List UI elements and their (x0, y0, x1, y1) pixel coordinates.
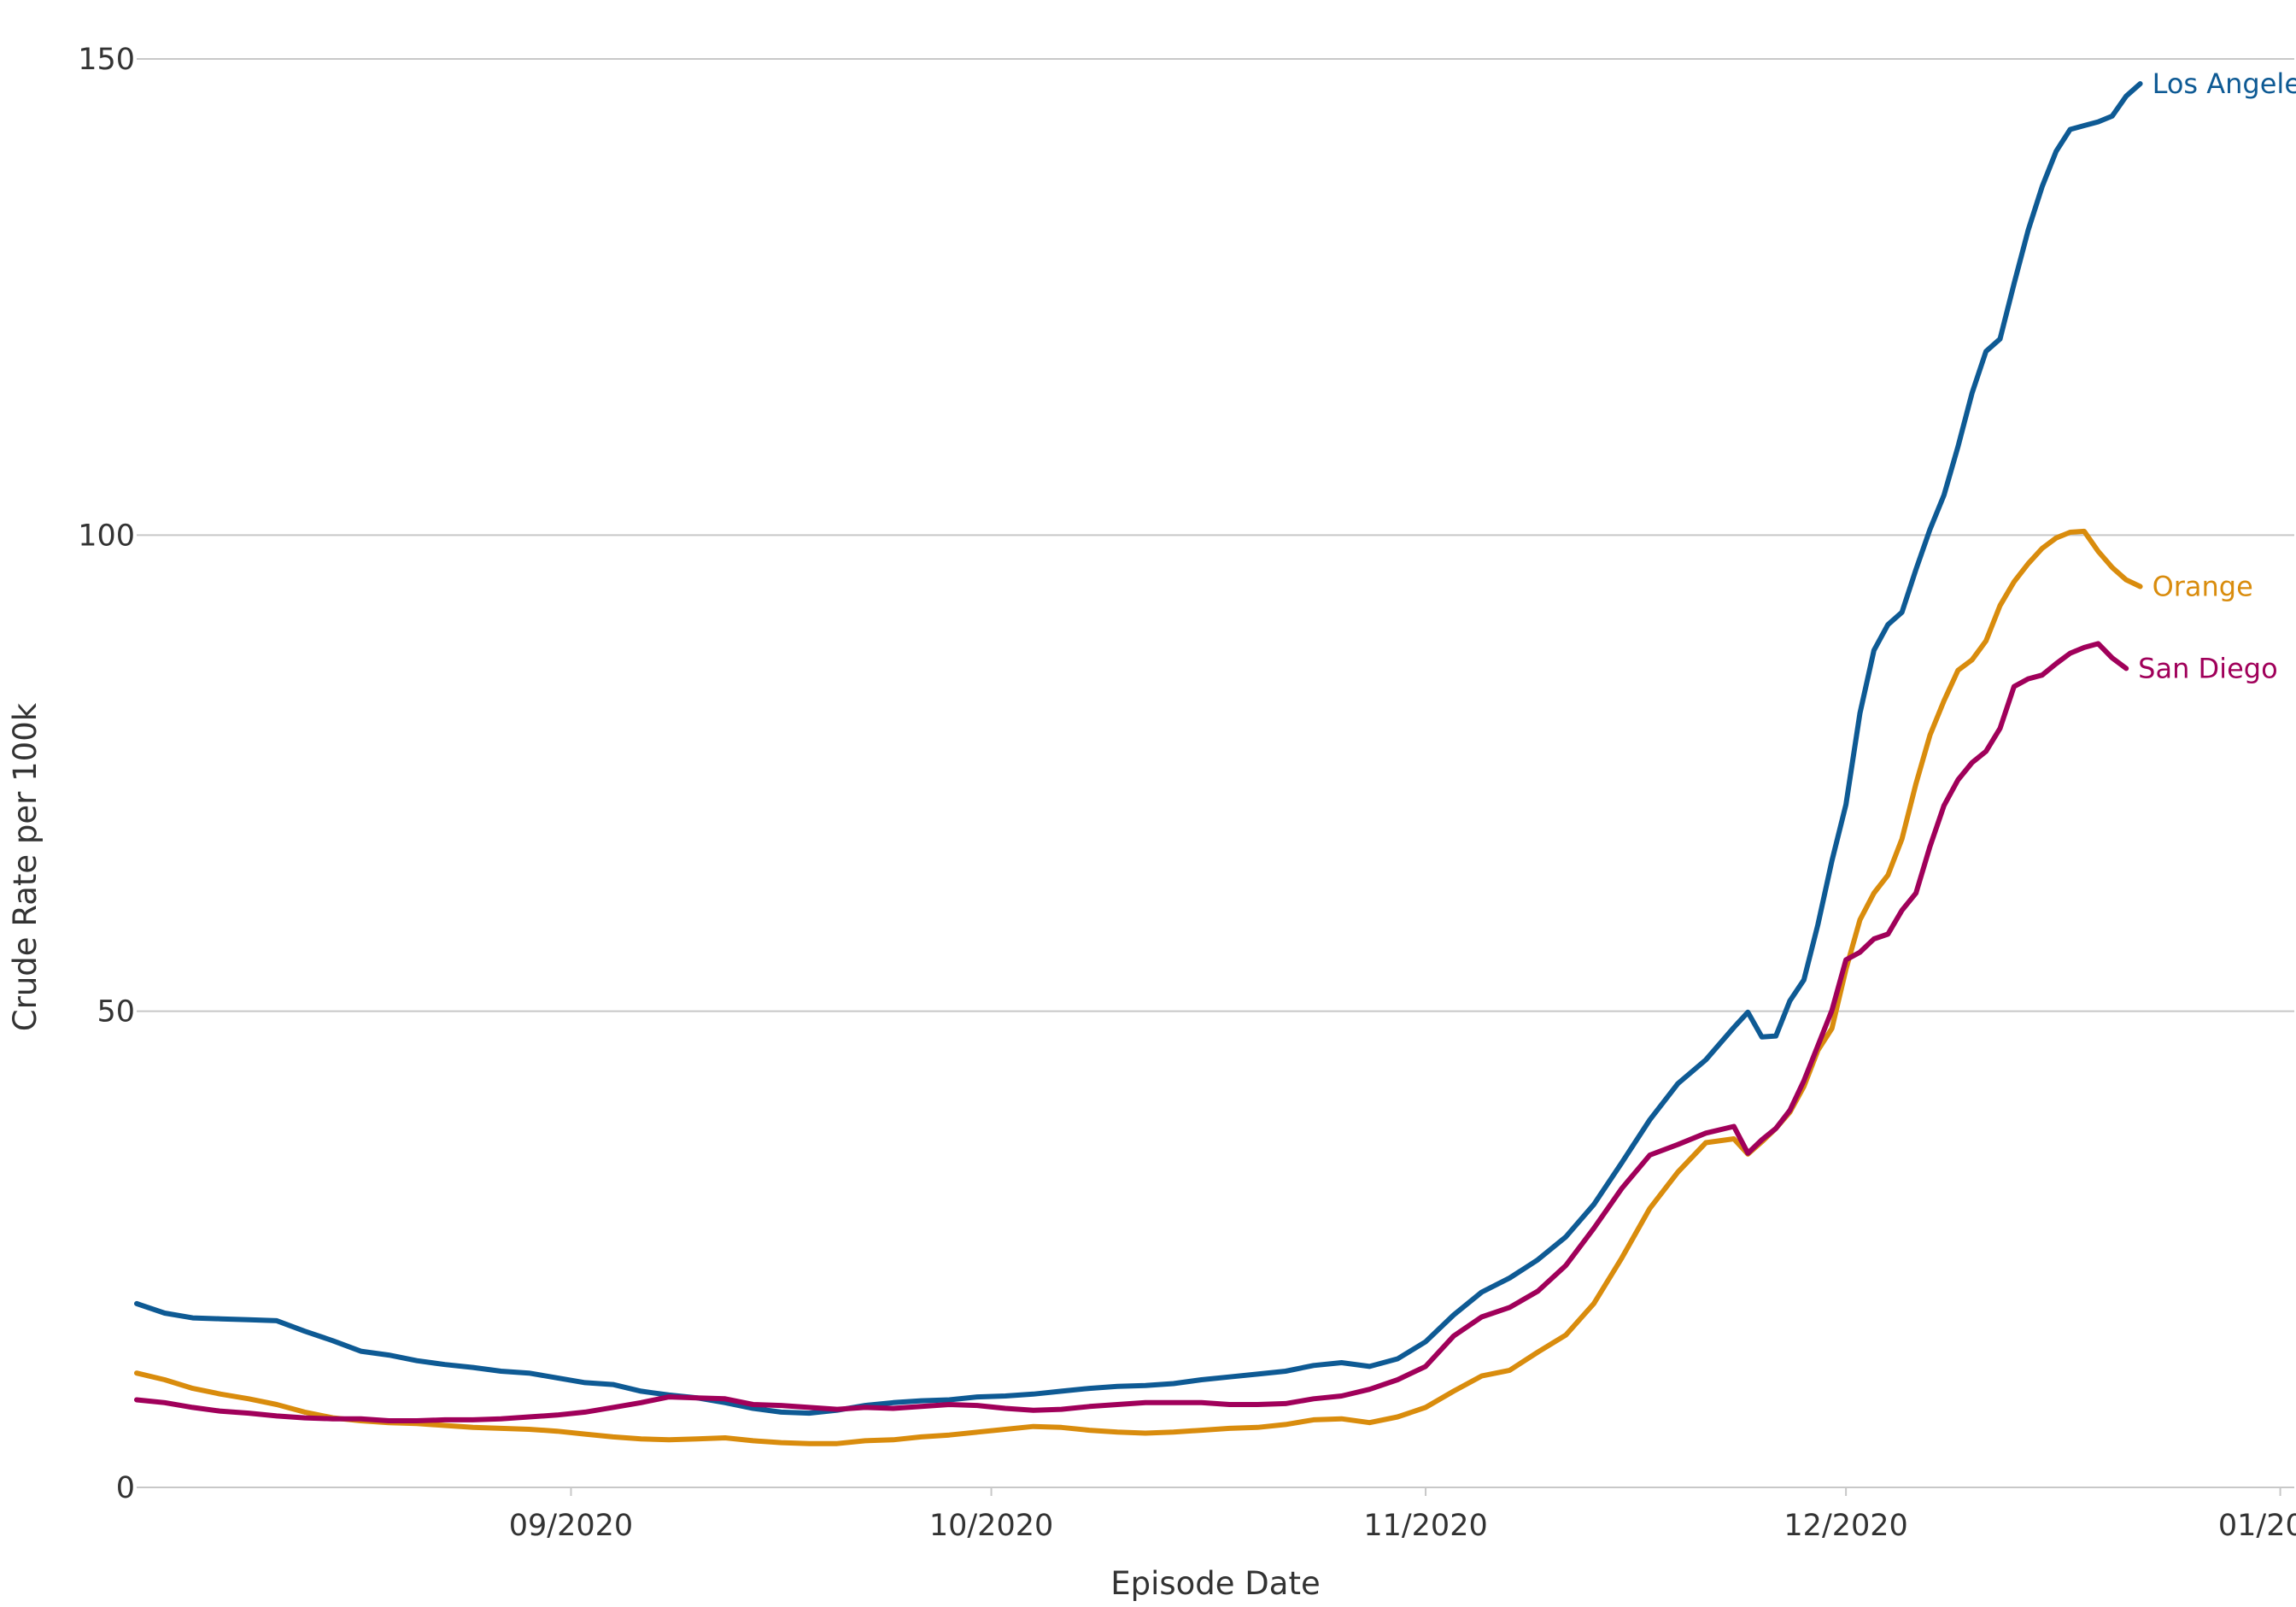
series-label-orange: Orange (2152, 571, 2253, 603)
y-tick-label: 0 (116, 1471, 135, 1505)
series-labels: Los Angeles Orange San Diego (2138, 67, 2296, 684)
y-tick-label: 100 (78, 519, 135, 553)
x-tick-label: 11/2020 (1363, 1509, 1487, 1543)
series-label-san-diego: San Diego (2138, 652, 2277, 684)
series-line-orange (134, 528, 2143, 1446)
y-tick-label: 150 (78, 43, 135, 77)
series-lines (134, 81, 2143, 1446)
x-tick-label: 10/2020 (929, 1509, 1053, 1543)
y-tick-label: 50 (97, 995, 135, 1029)
series-label-los-angeles: Los Angeles (2152, 67, 2296, 100)
x-tick-label: 12/2020 (1784, 1509, 1907, 1543)
gridlines (137, 58, 2294, 1488)
x-tick-label: 01/2021 (2218, 1509, 2296, 1543)
y-axis: 0 50 100 150 (78, 43, 135, 1505)
x-axis: 09/2020 10/2020 11/2020 12/2020 01/2021 (509, 1487, 2296, 1543)
x-tick-label: 09/2020 (509, 1509, 633, 1543)
series-line-los-angeles (134, 81, 2143, 1416)
x-axis-title: Episode Date (1110, 1565, 1321, 1602)
series-line-san-diego (134, 641, 2129, 1423)
y-axis-title: Crude Rate per 100k (7, 702, 44, 1031)
